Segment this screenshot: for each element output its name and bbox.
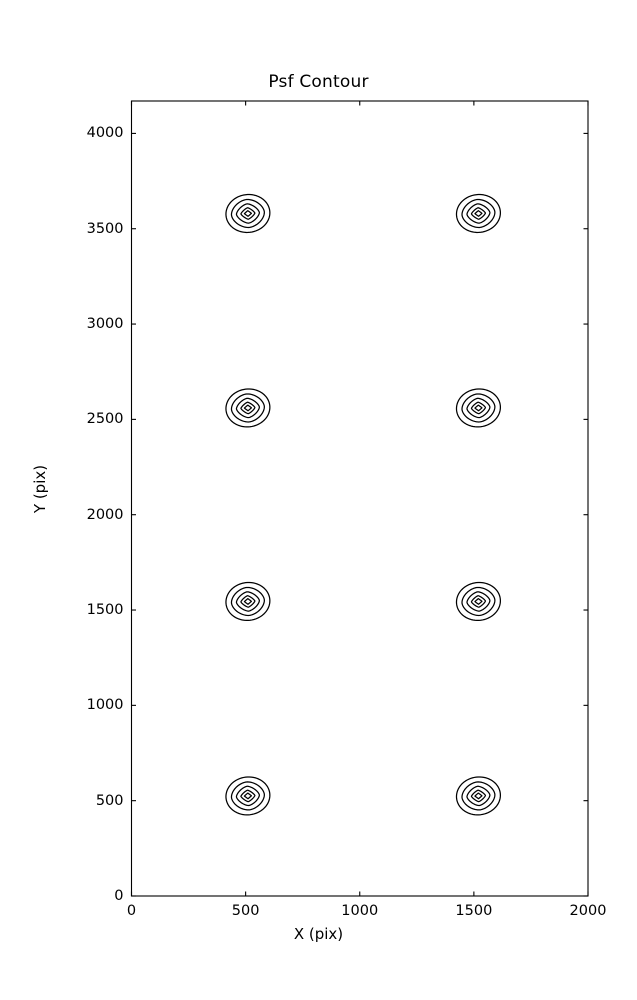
y-tick-label: 3000 <box>86 316 124 333</box>
psf-contour-marker <box>225 388 271 428</box>
contour-level-4 <box>240 207 256 220</box>
contour-level-1 <box>455 388 502 428</box>
psf-contour-marker <box>225 581 271 622</box>
contour-level-1 <box>225 776 271 816</box>
contour-level-5 <box>243 210 253 217</box>
contour-level-3 <box>466 203 491 224</box>
contour-level-4 <box>240 401 256 415</box>
contour-level-4 <box>470 401 487 415</box>
contour-level-4 <box>470 207 487 220</box>
contour-level-1 <box>225 388 271 428</box>
y-tick-label: 4000 <box>86 125 124 142</box>
y-tick-label: 2000 <box>86 506 124 523</box>
psf-contour-marker <box>455 388 502 428</box>
contour-level-2 <box>230 393 265 423</box>
y-tick-label: 1500 <box>86 602 124 619</box>
x-tick-label: 2000 <box>569 903 607 919</box>
contour-level-3 <box>235 591 260 612</box>
contour-level-3 <box>235 203 260 224</box>
contour-level-4 <box>240 789 256 803</box>
contour-level-2 <box>461 586 496 617</box>
contour-level-3 <box>235 397 260 419</box>
contour-level-2 <box>230 586 265 617</box>
y-tick-label: 500 <box>95 792 124 809</box>
y-tick-label: 3500 <box>86 220 124 237</box>
contour-level-2 <box>461 393 496 423</box>
psf-contour-marker <box>455 581 502 622</box>
contour-level-1 <box>455 581 502 622</box>
psf-contour-marker <box>455 193 502 234</box>
contour-level-3 <box>466 397 491 419</box>
contour-level-5 <box>474 792 483 800</box>
contour-level-2 <box>461 781 496 811</box>
contour-level-5 <box>474 598 483 605</box>
contour-level-4 <box>240 595 256 608</box>
contour-level-5 <box>243 598 253 605</box>
axis-ticks <box>130 101 589 897</box>
contour-level-5 <box>243 792 253 800</box>
y-tick-label: 1000 <box>86 697 124 714</box>
psf-contour-marker <box>455 776 502 816</box>
psf-contour-marker <box>225 776 271 816</box>
x-tick-label: 0 <box>126 903 137 919</box>
x-tick-label: 500 <box>231 903 260 919</box>
axes-frame <box>130 100 589 897</box>
x-tick-label: 1500 <box>455 903 493 919</box>
contour-level-2 <box>230 781 265 811</box>
contour-level-4 <box>470 595 487 608</box>
contour-level-3 <box>466 591 491 612</box>
y-tick-label: 2500 <box>86 411 124 428</box>
contour-level-4 <box>470 789 487 803</box>
y-tick-label: 0 <box>114 888 124 904</box>
contour-level-1 <box>225 193 271 234</box>
plot-area <box>130 100 589 897</box>
page-title: Psf Contour <box>268 72 369 92</box>
contour-series <box>225 193 502 816</box>
x-axis-label: X (pix) <box>293 925 344 943</box>
contour-level-1 <box>455 776 502 816</box>
x-tick-label: 1000 <box>341 903 379 919</box>
contour-level-2 <box>230 198 265 229</box>
y-axis-label: Y (pix) <box>31 464 49 514</box>
contour-level-5 <box>243 404 253 412</box>
contour-level-2 <box>461 198 496 229</box>
contour-level-5 <box>474 210 483 217</box>
contour-level-3 <box>466 785 491 807</box>
contour-level-3 <box>235 785 260 807</box>
psf-contour-marker <box>225 193 271 234</box>
contour-level-5 <box>474 404 483 412</box>
contour-level-1 <box>225 581 271 622</box>
contour-level-1 <box>455 193 502 234</box>
